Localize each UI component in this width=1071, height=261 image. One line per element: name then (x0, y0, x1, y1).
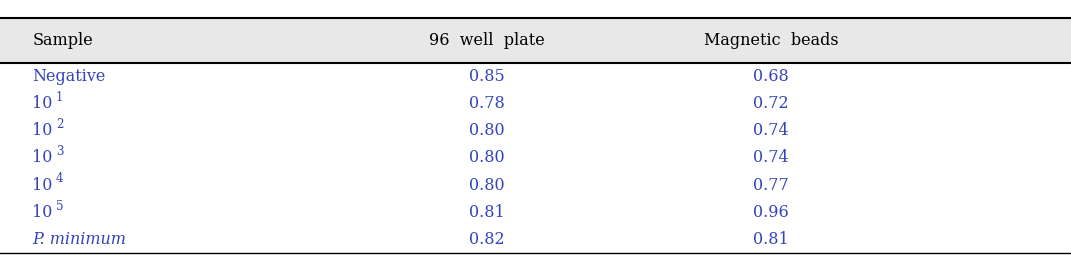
Text: P. minimum: P. minimum (32, 231, 126, 248)
Text: 0.78: 0.78 (469, 95, 506, 112)
Text: 96  well  plate: 96 well plate (429, 32, 545, 49)
Bar (0, 18, 1071, 63)
Text: 5: 5 (56, 200, 63, 213)
Text: 0.74: 0.74 (753, 122, 789, 139)
Text: 0.81: 0.81 (469, 204, 506, 221)
Text: 2: 2 (56, 118, 63, 131)
Text: 0.96: 0.96 (753, 204, 789, 221)
Text: 3: 3 (56, 145, 63, 158)
Text: 1: 1 (56, 91, 63, 104)
Text: 0.68: 0.68 (753, 68, 789, 85)
Text: 0.80: 0.80 (469, 149, 506, 167)
Text: 0.77: 0.77 (753, 177, 789, 194)
Text: 0.80: 0.80 (469, 122, 506, 139)
Text: 0.85: 0.85 (469, 68, 506, 85)
Text: Magnetic  beads: Magnetic beads (704, 32, 839, 49)
Text: 10: 10 (32, 122, 52, 139)
Text: 10: 10 (32, 177, 52, 194)
Text: 10: 10 (32, 204, 52, 221)
Text: 0.82: 0.82 (469, 231, 506, 248)
Text: 10: 10 (32, 95, 52, 112)
Text: 10: 10 (32, 149, 52, 167)
Text: 0.72: 0.72 (753, 95, 789, 112)
Text: 4: 4 (56, 173, 63, 186)
Text: 0.81: 0.81 (753, 231, 789, 248)
Text: Negative: Negative (32, 68, 106, 85)
Text: 0.80: 0.80 (469, 177, 506, 194)
Text: 0.74: 0.74 (753, 149, 789, 167)
Text: Sample: Sample (32, 32, 93, 49)
